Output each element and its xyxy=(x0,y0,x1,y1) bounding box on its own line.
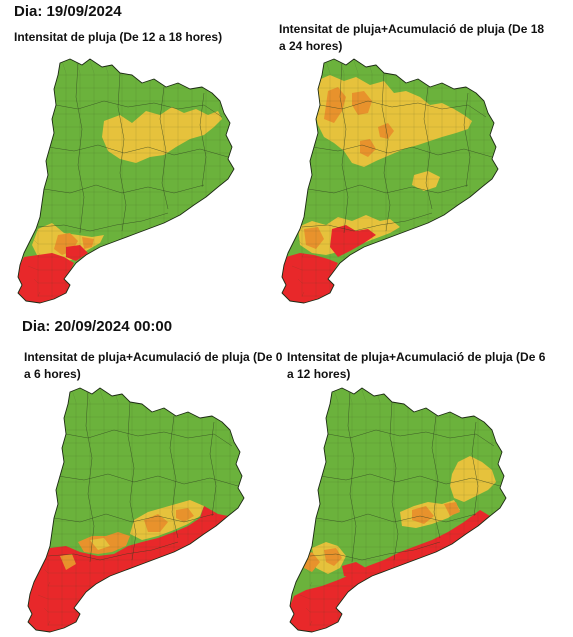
map-panel-4 xyxy=(280,386,546,636)
county-border xyxy=(381,72,391,232)
county-border xyxy=(127,401,137,561)
map-panel-2 xyxy=(272,57,538,307)
map-panel-1 xyxy=(8,57,274,307)
county-border xyxy=(117,72,127,232)
county-border xyxy=(319,473,501,487)
county-border xyxy=(55,100,223,118)
county-border xyxy=(43,184,205,194)
county-border xyxy=(307,184,469,194)
county-border xyxy=(47,144,229,158)
catalonia-outline xyxy=(281,58,499,304)
county-border xyxy=(309,541,441,561)
catalonia-outline xyxy=(17,58,235,304)
map-caption-1: Intensitat de pluja (De 12 a 18 hores) xyxy=(14,30,223,44)
county-border xyxy=(37,212,169,232)
county-border xyxy=(75,62,85,234)
region-fill-red xyxy=(290,510,490,632)
region-fill-yellow xyxy=(102,107,222,163)
region-fill-orange xyxy=(304,227,324,249)
region-fill-orange xyxy=(324,548,342,566)
county-border xyxy=(327,429,495,447)
region-fill-orange xyxy=(324,87,346,123)
region-fill-orange xyxy=(176,508,194,522)
county-border xyxy=(347,391,357,563)
region-fill-red xyxy=(282,253,338,303)
map-caption-3: Intensitat de pluja+Acumulació de pluja … xyxy=(24,350,283,381)
region-fill-orange xyxy=(412,506,434,524)
county-border xyxy=(463,92,471,188)
map-panel-3 xyxy=(18,386,284,636)
county-border xyxy=(431,415,441,539)
region-fill-orange xyxy=(144,514,168,532)
county-border xyxy=(319,100,487,118)
catalonia-map-4 xyxy=(289,387,507,633)
day-label-20: Dia: 20/09/2024 00:00 xyxy=(22,318,173,335)
region-fill-red xyxy=(18,253,74,303)
county-border xyxy=(65,429,233,447)
county-border xyxy=(159,86,169,210)
map-caption-4: Intensitat de pluja+Acumulació de pluja … xyxy=(287,350,546,381)
county-border xyxy=(57,473,239,487)
county-border xyxy=(311,144,493,158)
region-fill-orange xyxy=(378,123,394,139)
catalonia-outline xyxy=(27,387,245,633)
region-fill-orange xyxy=(82,237,94,249)
region-fill-red xyxy=(342,562,366,578)
county-border xyxy=(85,391,95,563)
map-caption-2: Intensitat de pluja+Acumulació de pluja … xyxy=(279,22,545,53)
county-border xyxy=(339,62,349,234)
day-label-19: Dia: 19/09/2024 xyxy=(14,3,122,20)
county-border xyxy=(423,86,433,210)
county-border xyxy=(209,421,217,517)
region-fill-yellow xyxy=(450,456,496,502)
county-border xyxy=(471,421,479,517)
region-fill-red xyxy=(66,245,88,261)
county-border xyxy=(199,92,207,188)
region-fill-orange xyxy=(444,502,460,516)
catalonia-map-3 xyxy=(27,387,245,633)
county-border xyxy=(315,513,477,523)
catalonia-map-1 xyxy=(17,58,235,304)
region-fill-yellow xyxy=(90,538,110,550)
region-fill-orange xyxy=(360,139,376,157)
county-border xyxy=(389,401,399,561)
county-border xyxy=(47,541,179,561)
county-border xyxy=(169,415,179,539)
county-border xyxy=(53,513,215,523)
catalonia-outline xyxy=(289,387,507,633)
region-fill-orange xyxy=(60,554,76,570)
catalonia-map-2 xyxy=(281,58,499,304)
county-border xyxy=(301,212,433,232)
region-fill-red xyxy=(330,225,376,257)
